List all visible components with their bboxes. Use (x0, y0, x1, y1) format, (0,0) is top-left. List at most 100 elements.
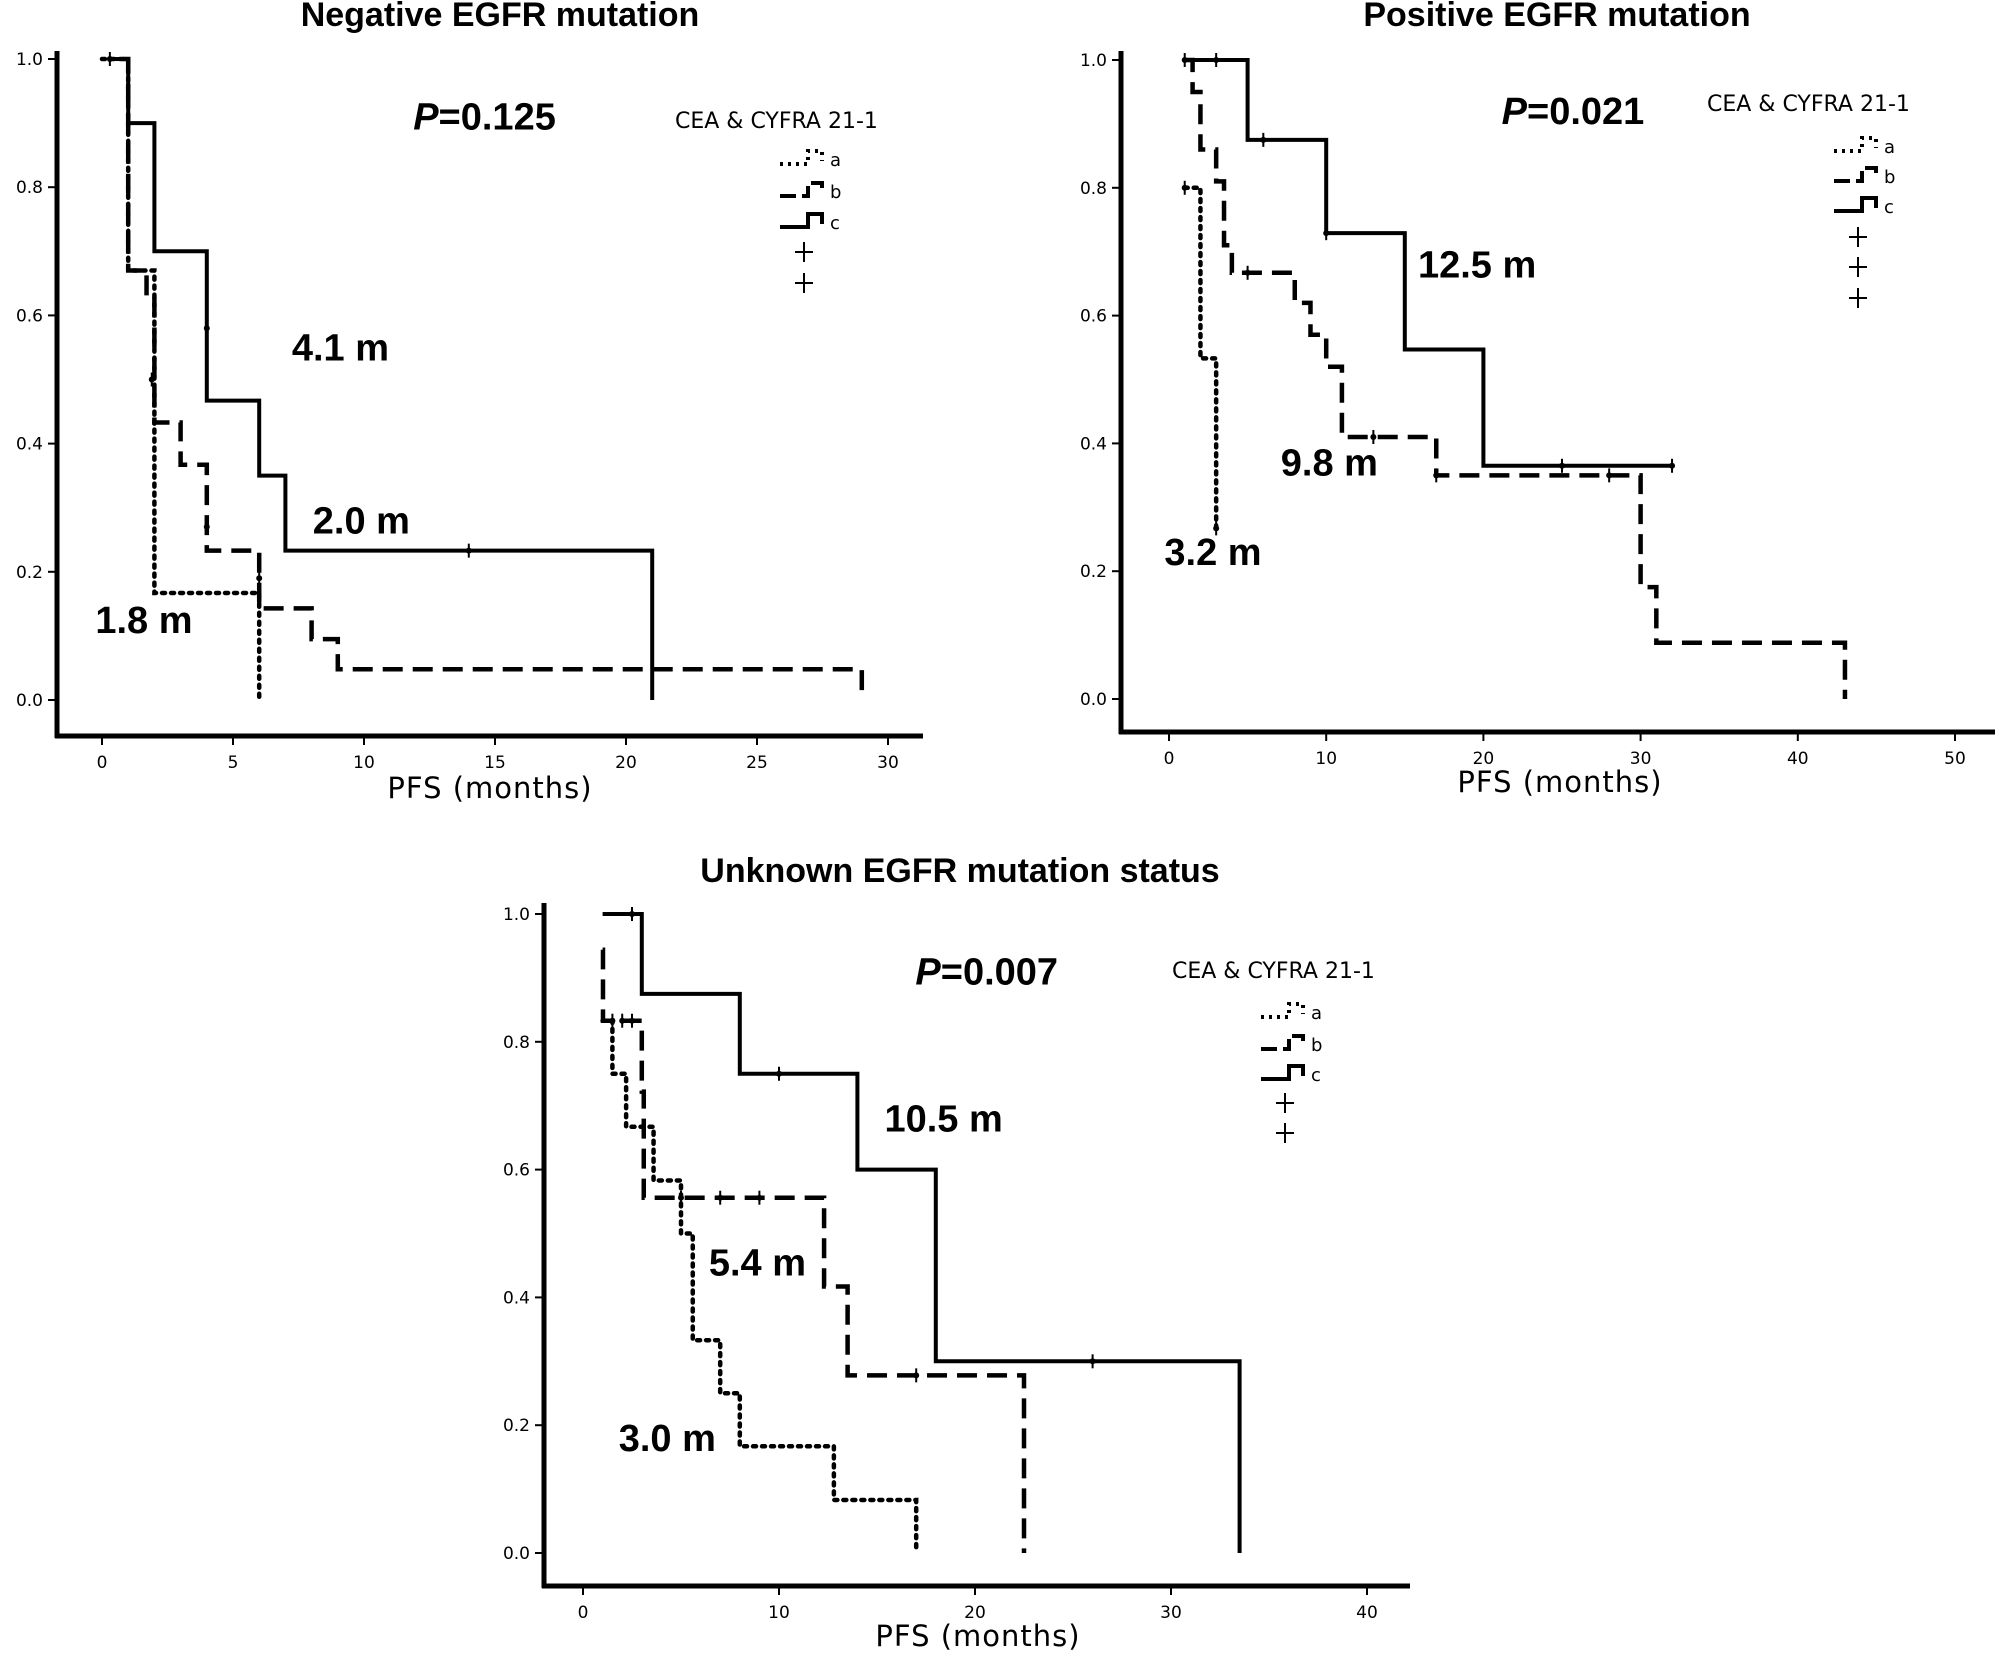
x-axis-label: PFS (months) (1457, 765, 1662, 799)
legend-label: c (830, 213, 840, 234)
x-tick-label: 0 (578, 1603, 589, 1623)
y-tick-label: 0.0 (16, 691, 43, 711)
survival-curve-c (1184, 58, 1673, 468)
censor-mark-dot (1559, 462, 1565, 469)
y-tick-label: 0.2 (503, 1416, 530, 1436)
legend-swatch-c (1261, 1064, 1305, 1081)
legend-swatch-c (780, 212, 824, 229)
y-tick-label: 0.6 (503, 1161, 530, 1181)
km-panel-1: Negative EGFR mutation 1.0 0.8 0.6 0.4 0.2 0.0… (16, 0, 923, 805)
x-tick-label: 25 (746, 753, 768, 773)
censor-mark-dot (619, 1017, 626, 1024)
x-tick-label: 5 (228, 753, 239, 773)
censor-mark-dot (1181, 57, 1188, 63)
legend: CEA & CYFRA 21-1 abc (1172, 959, 1375, 1143)
y-tick-label: 0.4 (503, 1288, 530, 1308)
legend-label: a (1311, 1003, 1322, 1024)
survival-curve-b (1184, 57, 1848, 699)
y-tick-label: 1.0 (503, 905, 530, 925)
p-value-text: =0.007 (941, 952, 1058, 994)
censor-mark-dot (717, 1194, 724, 1201)
censor-mark-dot (1181, 184, 1188, 191)
y-tick-label: 0.2 (16, 563, 43, 583)
panel-title: Positive EGFR mutation (1363, 0, 1750, 34)
legend-label: b (830, 182, 841, 203)
x-tick-label: 10 (353, 753, 375, 773)
x-tick-label: 20 (1473, 749, 1495, 769)
censor-mark-dot (106, 56, 113, 62)
censor-mark-dot (203, 325, 210, 332)
censor-mark-dot (1370, 434, 1377, 441)
survival-curve-b (122, 56, 865, 700)
censor-mark-dot (465, 547, 472, 554)
p-value-label: P=0.007 (915, 952, 1058, 994)
y-tick-label: 0.2 (1080, 562, 1107, 582)
legend-swatch-b (1261, 1034, 1305, 1051)
p-value-text: =0.021 (1527, 91, 1644, 133)
panel-title: Negative EGFR mutation (301, 0, 700, 34)
censor-mark-dot (1213, 525, 1220, 532)
median-pfs-label: 9.8 m (1281, 443, 1378, 485)
legend-swatch-a (780, 149, 824, 166)
legend-label: b (1884, 167, 1895, 188)
x-axis-label: PFS (months) (387, 771, 592, 805)
legend-swatch-a (1834, 136, 1878, 153)
legend-swatch-a (1261, 1002, 1305, 1019)
censor-mark-dot (1606, 472, 1613, 479)
x-tick-label: 20 (615, 753, 637, 773)
median-pfs-label: 12.5 m (1418, 244, 1536, 286)
censor-mark-dot (756, 1194, 763, 1201)
x-tick-label: 30 (1630, 749, 1652, 769)
p-value-text: =0.125 (439, 97, 556, 139)
legend-swatch-b (1834, 166, 1878, 183)
y-tick-label: 0.8 (16, 178, 43, 198)
censor-mark-dot (913, 1372, 920, 1379)
legend: CEA & CYFRA 21-1 abc (675, 109, 878, 293)
censor-mark-dot (1213, 57, 1220, 63)
censor-mark-dot (1244, 269, 1251, 276)
x-tick-label: 0 (97, 753, 108, 773)
p-value-label: P=0.021 (1502, 91, 1645, 133)
censor-mark-dot (1323, 230, 1330, 237)
legend-label: c (1884, 197, 1894, 218)
censor-mark-dot (1089, 1358, 1096, 1365)
legend-label: a (1884, 137, 1895, 158)
legend-label: c (1311, 1065, 1321, 1086)
p-value-label: P=0.125 (413, 97, 556, 139)
x-tick-label: 30 (1160, 1603, 1182, 1623)
legend-label: a (830, 150, 841, 171)
survival-curve-a (600, 1018, 919, 1556)
x-axis-label: PFS (months) (875, 1619, 1080, 1653)
p-value-prefix: P (1502, 91, 1528, 133)
censor-mark-dot (203, 523, 210, 530)
km-panel-3: Unknown EGFR mutation status 1.0 0.8 0.6 0.4… (503, 852, 1410, 1653)
censor-mark-dot (776, 1070, 782, 1077)
legend-title: CEA & CYFRA 21-1 (1707, 92, 1910, 117)
censor-mark-dot (256, 575, 263, 582)
median-pfs-label: 3.0 m (619, 1418, 716, 1460)
y-tick-label: 0.8 (503, 1033, 530, 1053)
y-tick-label: 1.0 (16, 50, 43, 70)
legend-title: CEA & CYFRA 21-1 (675, 109, 878, 134)
median-pfs-label: 3.2 m (1164, 532, 1261, 574)
censor-mark-dot (629, 1017, 635, 1024)
y-tick-label: 0.0 (503, 1544, 530, 1564)
survival-curve-c (109, 57, 655, 700)
survival-curve-a (1182, 185, 1219, 531)
legend-swatch-c (1834, 196, 1878, 213)
y-tick-label: 0.6 (16, 306, 43, 326)
x-tick-label: 40 (1787, 749, 1809, 769)
censor-mark-dot (148, 376, 155, 383)
censor-mark-dot (629, 911, 635, 917)
p-value-prefix: P (413, 97, 439, 139)
y-tick-label: 0.0 (1080, 690, 1107, 710)
censor-mark-dot (609, 1017, 616, 1024)
y-tick-label: 0.4 (1080, 434, 1107, 454)
censor-mark-dot (1433, 472, 1440, 479)
legend-label: b (1311, 1035, 1322, 1056)
panel-title: Unknown EGFR mutation status (700, 852, 1219, 890)
censor-mark-dot (678, 1194, 684, 1201)
y-tick-label: 0.6 (1080, 307, 1107, 327)
median-pfs-label: 1.8 m (95, 600, 192, 642)
